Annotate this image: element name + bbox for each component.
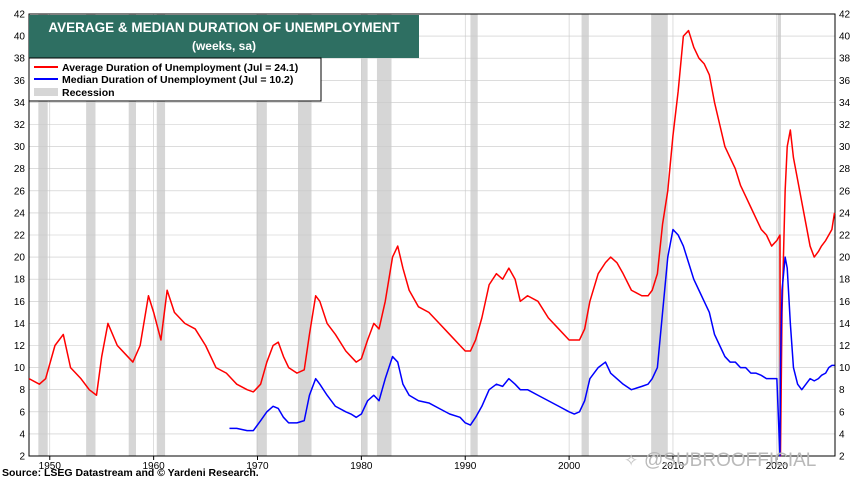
legend-label-average: Average Duration of Unemployment (Jul = … [62,62,298,74]
y-tick-right-26: 26 [839,186,851,197]
y-tick-right-8: 8 [839,385,845,396]
y-tick-left-40: 40 [14,32,26,43]
x-axis: 1950 1960 1970 1980 1990 2000 2010 2020 [39,456,789,472]
x-tick-label-1990: 1990 [454,461,477,472]
y-tick-left-28: 28 [14,164,26,175]
y-tick-left-6: 6 [19,407,25,418]
y-tick-right-6: 6 [839,407,845,418]
y-tick-right-12: 12 [839,341,851,352]
y-tick-right-4: 4 [839,429,845,440]
x-tick-label-1980: 1980 [350,461,373,472]
y-tick-right-36: 36 [839,76,851,87]
y-tick-right-22: 22 [839,231,851,242]
title-box [29,15,419,58]
y-tick-right-14: 14 [839,319,851,330]
y-tick-left-16: 16 [14,297,26,308]
y-tick-left-8: 8 [19,385,25,396]
legend-label-median: Median Duration of Unemployment (Jul = 1… [62,74,293,86]
watermark: ✧ @SUBROOFFICIAL [624,450,816,471]
y-tick-left-26: 26 [14,186,26,197]
y-tick-left-38: 38 [14,54,26,65]
y-tick-right-10: 10 [839,363,851,374]
y-tick-right-38: 38 [839,54,851,65]
y-tick-left-14: 14 [14,319,26,330]
y-tick-left-24: 24 [14,208,26,219]
y-tick-left-32: 32 [14,120,26,131]
legend: Average Duration of Unemployment (Jul = … [28,57,322,102]
x-tick-label-2020: 2020 [766,461,789,472]
y-tick-right-30: 30 [839,142,851,153]
legend-label-recession: Recession [62,87,115,99]
source-note: Source: LSEG Datastream and © Yardeni Re… [2,467,259,479]
y-tick-right-24: 24 [839,208,851,219]
y-tick-left-20: 20 [14,253,26,264]
y-tick-left-22: 22 [14,231,26,242]
series-lines [28,29,836,457]
x-tick-label-2000: 2000 [558,461,581,472]
x-tick-label-1960: 1960 [143,461,166,472]
x-tick-label-2010: 2010 [662,461,685,472]
y-tick-left-36: 36 [14,76,26,87]
legend-swatch-recession [34,88,58,96]
series-median-line [229,228,835,457]
chart-subtitle: (weeks, sa) [192,39,256,53]
y-tick-left-10: 10 [14,363,26,374]
y-tick-left-4: 4 [19,429,25,440]
y-tick-right-20: 20 [839,253,851,264]
plot-frame [28,13,836,457]
y-tick-right-16: 16 [839,297,851,308]
y-tick-right-18: 18 [839,275,851,286]
series-average-line [28,29,836,457]
y-tick-left-12: 12 [14,341,26,352]
y-tick-left-42: 42 [14,10,26,21]
watermark-text: @SUBROOFFICIAL [644,450,816,471]
y-tick-left-34: 34 [14,98,26,109]
x-tick-label-1970: 1970 [246,461,269,472]
y-tick-left-30: 30 [14,142,26,153]
y-tick-right-32: 32 [839,120,851,131]
y-tick-left-2: 2 [19,452,25,463]
y-tick-right-40: 40 [839,32,851,43]
y-tick-right-42: 42 [839,10,851,21]
watermark-icon: ✧ [624,451,638,470]
y-tick-right-28: 28 [839,164,851,175]
y-tick-left-18: 18 [14,275,26,286]
legend-box [28,57,322,102]
y-tick-right-34: 34 [839,98,851,109]
chart-title: AVERAGE & MEDIAN DURATION OF UNEMPLOYMEN… [48,20,400,35]
x-tick-label-1950: 1950 [39,461,62,472]
y-tick-right-2: 2 [839,452,845,463]
